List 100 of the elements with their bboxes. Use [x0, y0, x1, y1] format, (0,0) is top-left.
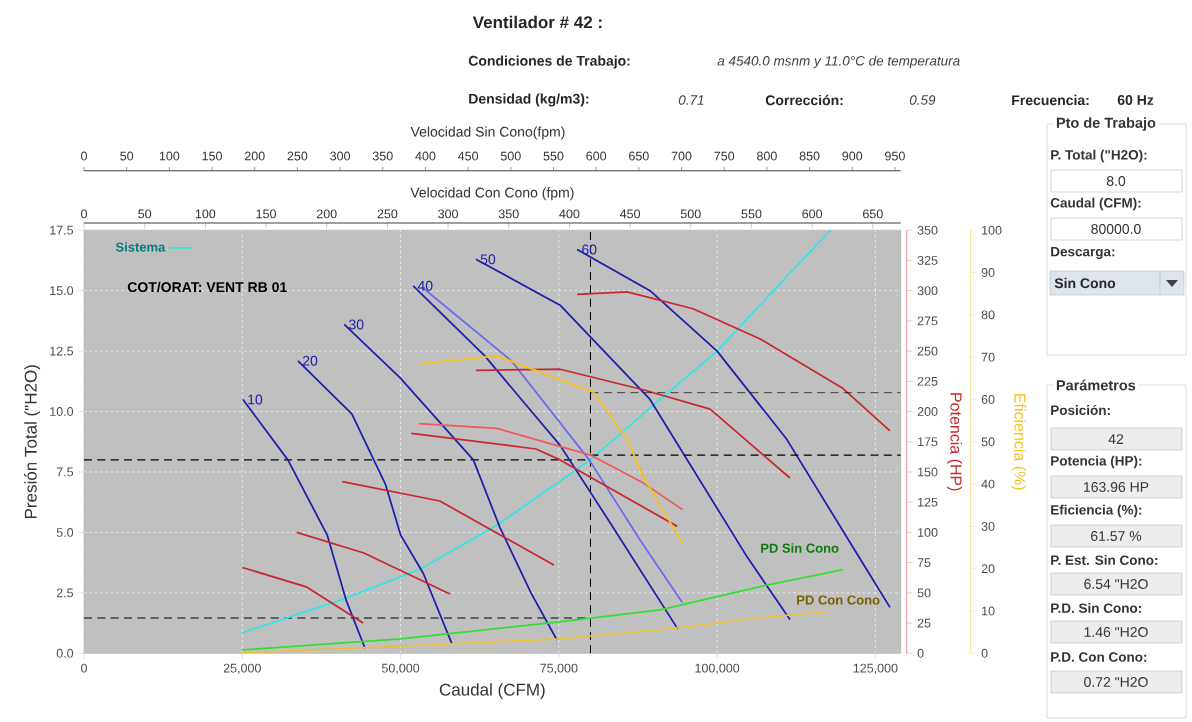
y3-tick-label: 20 [981, 564, 995, 574]
text: 100 [159, 151, 180, 161]
y-tick-label: 15.0 [50, 286, 74, 296]
y3-tick-label: 80 [981, 310, 995, 320]
text: 800 [757, 151, 777, 161]
text: 42 [1108, 434, 1124, 444]
annotation: 40 [417, 280, 433, 291]
chart-title: Ventilador # 42 : [472, 15, 602, 29]
x2-tick-label: 0 [81, 209, 87, 219]
text: P. Total ("H2O): [1051, 149, 1147, 163]
x2-tick-label: 200 [316, 209, 337, 219]
y-tick-label: 12.5 [50, 346, 74, 356]
y3-tick-label: 0 [981, 648, 988, 658]
text: 0.71 [678, 95, 704, 105]
text: Condiciones de Trabajo: [468, 55, 630, 69]
text: Posición: [1051, 405, 1110, 416]
x-tick-label: 75,000 [540, 663, 578, 675]
text: P. Est. Sin Cono: [1051, 555, 1158, 565]
text: 450 [457, 151, 479, 161]
text: 1.46 "H2O [1084, 627, 1148, 637]
text: 500 [500, 151, 521, 161]
text: P.D. Con Cono: [1051, 652, 1147, 662]
y2-tick-label: 100 [918, 527, 938, 537]
y-tick-label: 17.5 [50, 225, 74, 235]
text: 0 [81, 151, 87, 161]
text: 750 [714, 151, 735, 161]
x-tick-label: 0 [81, 663, 87, 673]
text: Densidad (kg/m3): [469, 93, 589, 107]
y-tick-label: 7.5 [56, 467, 74, 477]
y3-tick-label: 50 [981, 437, 995, 447]
text: 163.96 HP [1084, 482, 1149, 492]
x-tick-label: 50,000 [381, 663, 420, 675]
y3-tick-label: 60 [981, 395, 995, 404]
text: 900 [842, 151, 863, 161]
y2-tick-label: 300 [917, 286, 938, 296]
text: Pto de Trabajo [1056, 117, 1156, 131]
y-tick-label: 10.0 [50, 407, 74, 416]
text: Descarga: [1051, 246, 1115, 260]
annotation: 30 [349, 319, 364, 330]
y2-tick-label: 125 [918, 497, 938, 507]
y-tick-label: 2.5 [56, 588, 74, 598]
y3-tick-label: 40 [981, 479, 995, 489]
y3-tick-label: 70 [981, 352, 995, 362]
x2-tick-label: 450 [619, 209, 641, 219]
y3-axis-title: Eficiencia (%) [1011, 394, 1027, 490]
x2-tick-label: 150 [256, 209, 276, 219]
annotation: COT/ORAT: VENT RB 01 [127, 281, 287, 293]
y2-tick-label: 325 [917, 256, 938, 265]
y-tick-label: 0.0 [56, 648, 74, 658]
text: 550 [543, 151, 564, 161]
x-tick-label: 125,000 [853, 663, 898, 675]
annotation: 20 [302, 355, 318, 366]
y3-tick-label: 90 [981, 268, 995, 277]
text: 0.59 [909, 95, 936, 105]
y3-tick-label: 30 [981, 521, 995, 531]
text: Eficiencia (%): [1051, 504, 1142, 518]
text: 61.57 % [1091, 531, 1142, 541]
x2-axis-title: Velocidad Con Cono (fpm) [410, 187, 574, 201]
x2-tick-label: 500 [680, 209, 701, 219]
text: 60 Hz [1117, 95, 1154, 105]
text: 400 [415, 151, 436, 161]
text: Corrección: [765, 94, 843, 106]
x2-tick-label: 250 [377, 209, 398, 219]
text: Potencia (HP): [1051, 455, 1142, 469]
y2-axis-title: Potencia (HP) [947, 393, 963, 491]
y-axis-title: Presión Total ("H2O) [24, 365, 41, 519]
text: 200 [244, 151, 265, 161]
y3-tick-label: 10 [982, 606, 995, 616]
text: 950 [885, 151, 905, 161]
y2-tick-label: 75 [917, 558, 931, 568]
y-tick-label: 5.0 [56, 527, 74, 537]
annotation: 50 [480, 254, 496, 265]
text: 6.54 "H2O [1084, 579, 1148, 589]
text: 300 [330, 151, 351, 161]
y2-tick-label: 150 [918, 467, 938, 477]
y2-tick-label: 275 [917, 316, 938, 326]
text: a 4540.0 msnm y 11.0°C de temperatura [717, 55, 960, 69]
text: Frecuencia: [1012, 94, 1089, 106]
x-tick-label: 100,000 [695, 663, 740, 675]
text: P.D. Sin Cono: [1051, 603, 1141, 613]
x2-tick-label: 100 [195, 209, 216, 219]
x-tick-label: 25,000 [223, 663, 261, 675]
x2-tick-label: 300 [438, 209, 458, 219]
text: 600 [586, 151, 607, 161]
text: 700 [671, 151, 692, 161]
y2-tick-label: 175 [918, 437, 938, 447]
x2-tick-label: 600 [802, 209, 823, 219]
y2-tick-label: 0 [917, 648, 924, 658]
y2-tick-label: 200 [917, 407, 938, 416]
x-axis-title: Caudal (CFM) [439, 683, 545, 700]
text: Parámetros [1056, 379, 1136, 391]
text: 8.0 [1106, 176, 1126, 186]
text: Caudal (CFM): [1050, 197, 1141, 211]
y2-tick-label: 25 [917, 618, 931, 628]
text: 80000.0 [1091, 224, 1141, 234]
y3-tick-label: 100 [982, 225, 1002, 235]
text: Sin Cono [1054, 277, 1116, 289]
annotation: PD Con Cono [797, 595, 880, 605]
x2-tick-label: 350 [498, 209, 519, 219]
text: 0.72 "H2O [1084, 677, 1148, 687]
